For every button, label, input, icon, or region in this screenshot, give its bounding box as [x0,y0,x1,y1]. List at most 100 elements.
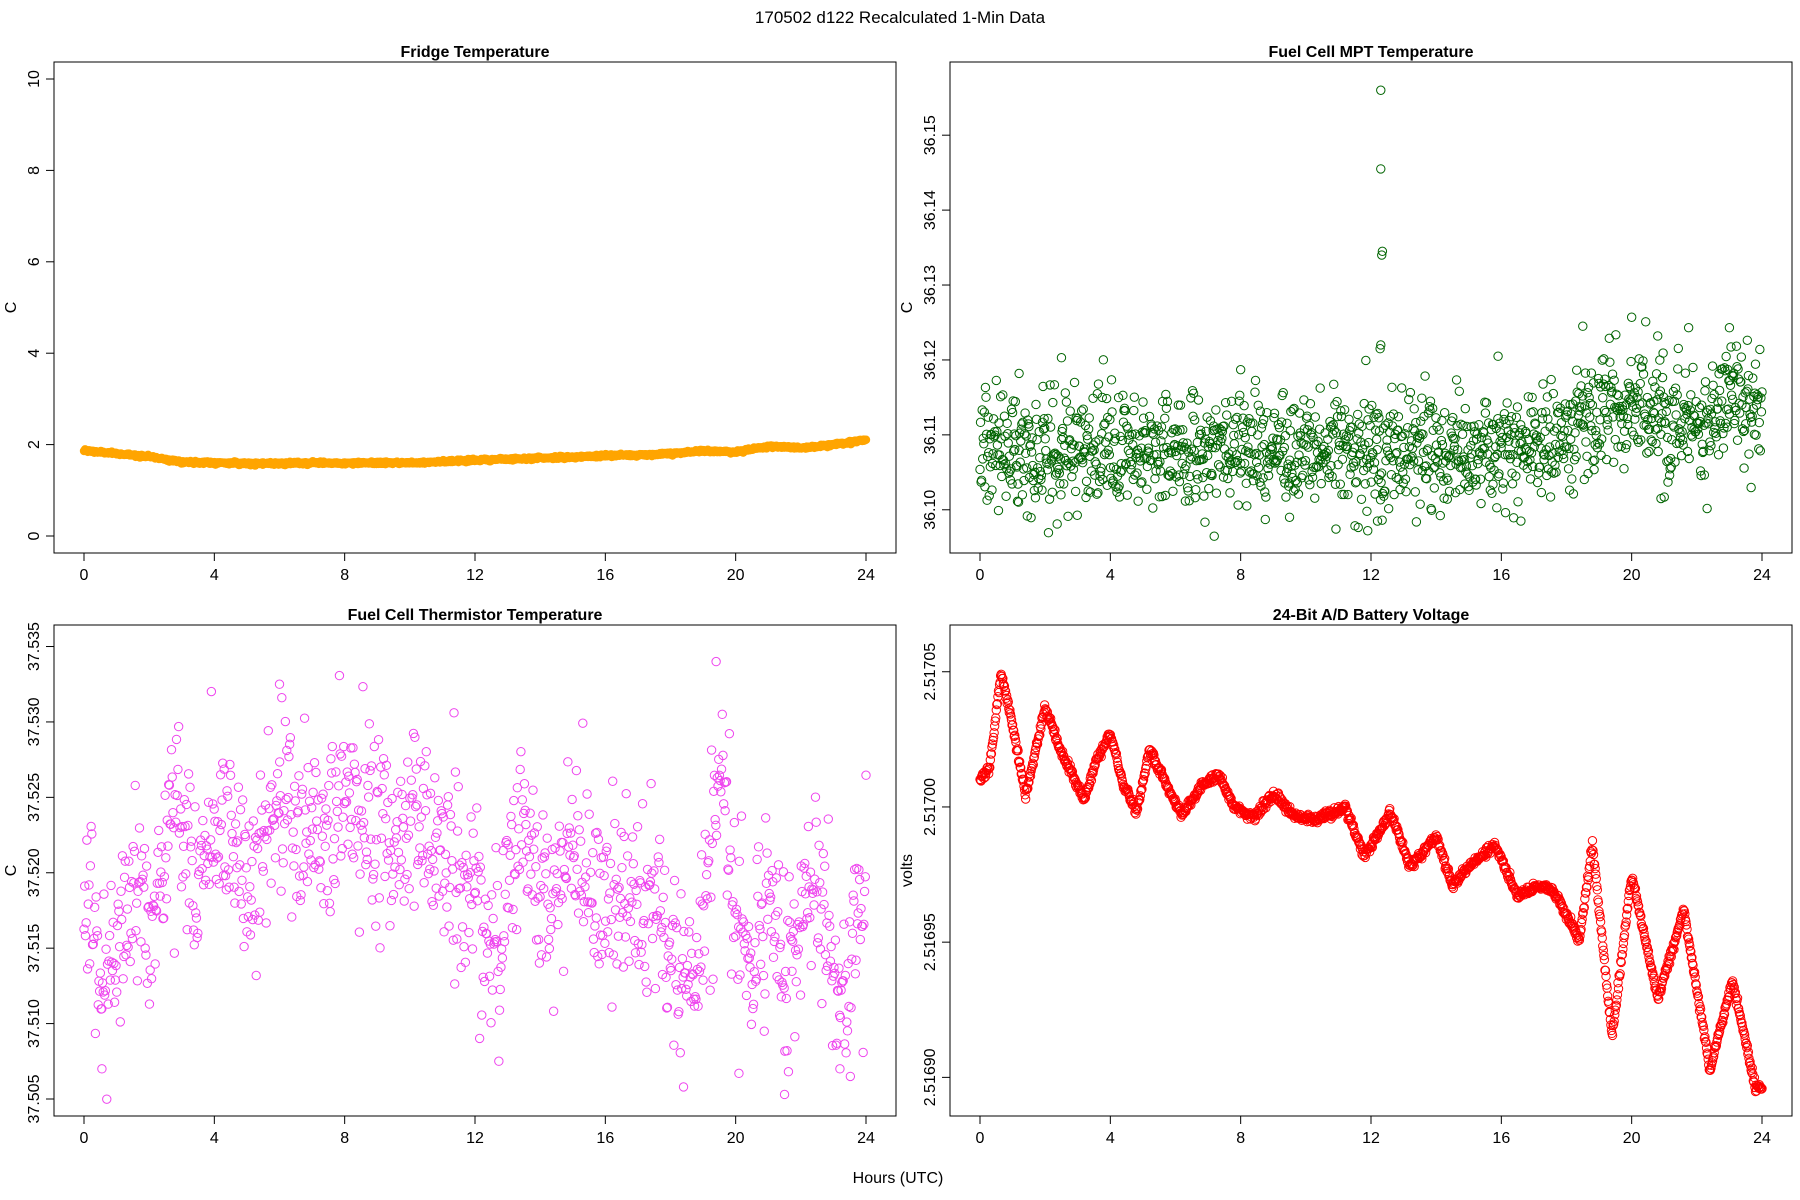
data-point [440,849,451,860]
data-point [229,882,239,892]
data-point [419,878,429,888]
data-point [1204,483,1214,494]
x-tick-label: 4 [210,1130,219,1147]
data-point [566,883,577,894]
data-point [1251,457,1262,467]
data-point [411,764,421,774]
data-point [1372,444,1382,455]
data-point [789,899,799,909]
data-point [1220,397,1231,408]
data-point [1391,472,1401,483]
data-point [364,719,375,729]
data-point [1067,471,1077,482]
data-point [779,1089,790,1100]
data-point [134,823,145,833]
data-point [1250,375,1261,386]
data-point [1001,491,1011,501]
data-point [277,844,288,854]
data-point [445,809,456,820]
data-point [558,966,569,977]
data-point [1262,407,1272,418]
data-point [171,734,182,745]
data-point [1296,437,1306,448]
data-point [396,855,407,865]
data-point [1161,403,1172,413]
data-point [1024,421,1034,432]
data-point [166,745,177,755]
data-point [1254,462,1264,473]
data-point [975,417,986,428]
data-point [385,921,395,931]
data-point [1633,437,1644,448]
data-point [1114,492,1125,502]
data-point [1408,424,1418,434]
data-point [758,970,769,981]
data-point [1579,474,1590,485]
data-point [1010,396,1021,407]
data-point [1293,489,1304,499]
data-point [1412,438,1422,448]
y-tick-label: 37.510 [26,999,43,1048]
data-point [684,927,694,937]
data-point [1581,437,1591,447]
data-point [245,882,255,892]
x-tick-label: 12 [466,567,484,584]
data-point [1041,445,1051,456]
data-point [1280,431,1291,441]
data-point [1031,414,1042,425]
data-point [400,874,410,884]
data-point [1376,477,1386,488]
data-point [398,822,409,832]
data-point [578,917,589,927]
data-point [678,1082,689,1092]
data-point [144,999,155,1009]
data-point [1082,434,1093,444]
data-point [1040,434,1050,444]
data-point [1193,395,1204,405]
data-point [543,934,554,945]
data-point [1060,388,1071,398]
data-point [1189,446,1199,456]
data-point [1439,407,1450,418]
data-point [1500,507,1511,518]
data-point [495,984,505,995]
data-point [358,682,368,692]
data-point [696,850,707,860]
data-point [1087,446,1098,456]
data-point [1161,389,1171,400]
data-point [244,821,254,831]
data-point [1360,479,1370,489]
data-point [461,850,471,861]
y-tick-label: 8 [26,166,43,175]
data-point [1328,420,1338,430]
data-point [1219,421,1229,431]
data-point [1012,496,1023,507]
data-point [1174,470,1184,480]
data-point [1291,475,1301,486]
data-point [1260,487,1270,497]
y-tick-label: 37.530 [26,697,43,746]
data-point [1429,483,1440,493]
y-tick-label: 37.515 [26,924,43,973]
y-tick-label: 2.51700 [922,778,939,836]
data-point [1287,472,1298,483]
data-point [1289,460,1300,471]
data-point [1339,405,1350,415]
y-tick-label: 36.11 [922,415,939,454]
data-point [1374,413,1384,423]
data-point [443,791,454,802]
data-point [1178,438,1188,448]
data-point [805,912,815,923]
data-point [567,794,577,805]
data-point [1408,456,1419,466]
data-point [405,816,416,826]
data-point [1556,417,1567,428]
data-point [1354,419,1365,429]
data-point [1644,446,1654,457]
data-point [795,990,806,1000]
data-point [95,968,106,978]
data-point [998,390,1008,400]
data-point [176,882,187,892]
data-point [741,990,752,1001]
